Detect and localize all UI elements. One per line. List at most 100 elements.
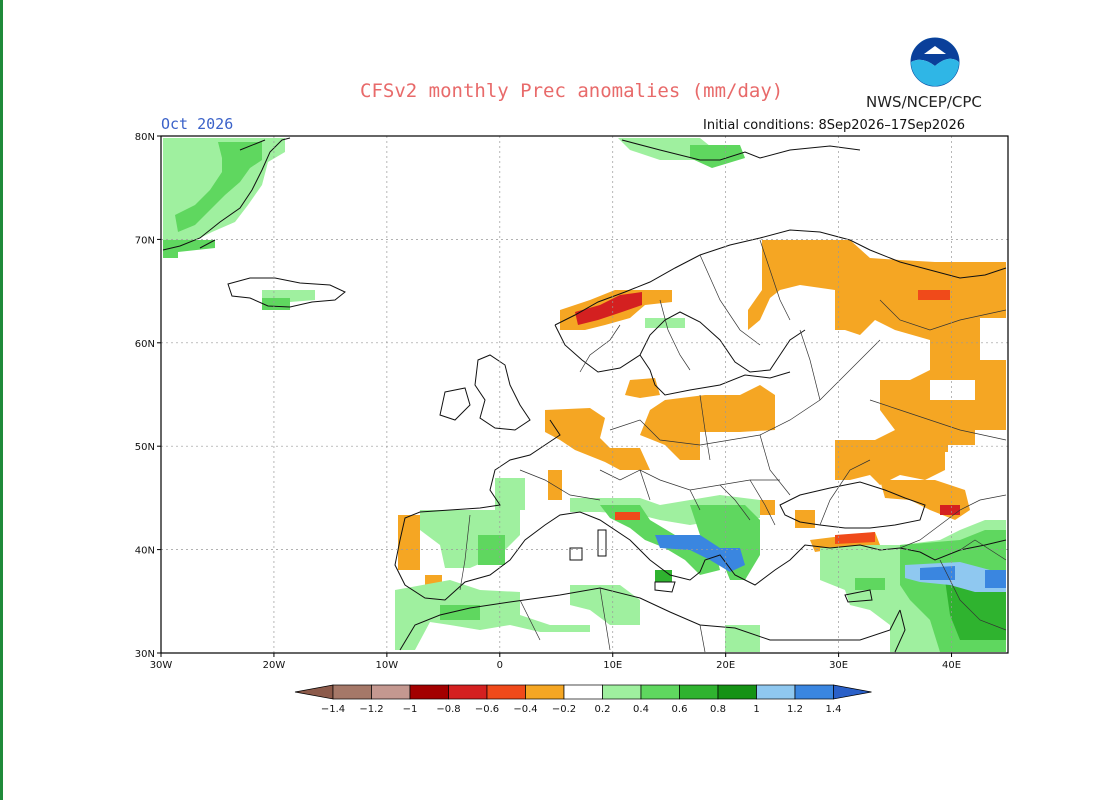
anomaly-libya-wet <box>725 625 760 652</box>
anomaly-north-sea-dry <box>545 408 650 470</box>
anomaly-cyprus-wet <box>855 578 885 590</box>
coast-british-isles <box>439 354 531 431</box>
legend-swatch <box>679 684 719 700</box>
anomaly-algeria-wet <box>570 585 640 625</box>
coast-med-islands <box>569 529 873 603</box>
coast-iceland <box>227 277 346 308</box>
anomaly-russia-white-4 <box>948 445 1006 480</box>
border-lines-1 <box>579 239 791 373</box>
anomaly-iberia-wet-strong <box>478 535 505 565</box>
anomaly-norway-strong <box>575 292 642 325</box>
left-frame-line <box>0 0 3 800</box>
anomaly-italy-dry <box>615 512 640 520</box>
legend-label: 0.8 <box>710 704 726 715</box>
legend-label: −0.4 <box>513 704 537 715</box>
chart-title: CFSv2 monthly Prec anomalies (mm/day) <box>360 80 784 102</box>
anomaly-baltic-dry <box>625 378 660 398</box>
anomaly-caucasus-strong <box>940 505 960 515</box>
legend-arrow-left <box>294 684 334 700</box>
map-grid <box>161 136 1008 653</box>
coast-scandinavia <box>554 229 1007 373</box>
lon-tick-label: 20E <box>716 660 735 671</box>
anomaly-norway-wet <box>645 318 685 328</box>
colorbar-legend: −1.4 −1.2 −1 −0.8 −0.6 −0.4 −0.2 0.2 0.4 0.6 0.8 1 1… <box>294 684 872 715</box>
map-border <box>160 135 1009 654</box>
legend-swatch <box>640 684 680 700</box>
legend-label: −0.2 <box>552 704 576 715</box>
legend-swatch <box>525 684 565 700</box>
coastlines <box>162 137 1007 653</box>
anomaly-iberia-dry-west <box>398 515 420 570</box>
lat-tick-label: 60N <box>135 339 155 350</box>
legend-swatch <box>486 684 526 700</box>
lat-tick-label: 40N <box>135 546 155 557</box>
anomaly-biscay-dry <box>548 470 562 500</box>
coast-baltic <box>639 354 791 396</box>
anomaly-maghreb-wet <box>395 580 590 650</box>
legend-swatch <box>794 684 834 700</box>
lon-tick-label: 10E <box>603 660 622 671</box>
lat-tick-label: 30N <box>135 649 155 660</box>
initial-conditions-label: Initial conditions: 8Sep2026–17Sep2026 <box>703 118 965 133</box>
lat-tick-label: 80N <box>135 132 155 143</box>
legend-label: 0.2 <box>595 704 611 715</box>
lon-tick-label: 30E <box>829 660 848 671</box>
border-lines-3 <box>519 469 780 526</box>
lat-tick-label: 70N <box>135 235 155 246</box>
legend-label: 0.4 <box>633 704 649 715</box>
border-lines-5 <box>869 299 1007 441</box>
legend-label: 0.6 <box>672 704 688 715</box>
anomaly-central-dry <box>640 385 775 460</box>
lat-tick-label: 50N <box>135 442 155 453</box>
legend-swatch <box>717 684 757 700</box>
lon-tick-label: 20W <box>263 660 286 671</box>
coast-north-africa <box>399 587 901 651</box>
border-lines-4 <box>459 459 1007 653</box>
anomaly-svalbard-wet-2 <box>690 145 745 168</box>
legend-label: 1.4 <box>826 704 842 715</box>
lon-tick-label: 40E <box>942 660 961 671</box>
legend-label: 1 <box>753 704 759 715</box>
noaa-logo-icon <box>910 37 960 87</box>
anomaly-balkan-dry-2 <box>795 510 815 528</box>
legend-arrow-right <box>833 684 872 700</box>
forecast-month-label: Oct 2026 <box>161 115 234 133</box>
legend-swatch <box>602 684 642 700</box>
borders <box>459 239 1007 653</box>
agency-label: NWS/NCEP/CPC <box>866 93 982 111</box>
legend-swatch <box>563 684 603 700</box>
anomaly-iran-blue <box>985 570 1006 588</box>
coast-greenland <box>162 137 291 251</box>
coast-west-europe <box>394 419 921 601</box>
anomaly-adriatic-blue <box>655 535 745 572</box>
legend-label: −0.8 <box>436 704 460 715</box>
anomaly-france-wet <box>495 478 525 510</box>
anomaly-russia-white-3 <box>850 345 880 370</box>
legend-swatch <box>409 684 449 700</box>
legend-label: 1.2 <box>787 704 803 715</box>
legend-swatch <box>448 684 488 700</box>
coast-black-sea <box>779 481 926 529</box>
anomaly-iraq-wet <box>945 580 1006 640</box>
anomaly-iceland-wet-strong <box>262 298 290 310</box>
legend-swatch <box>371 684 411 700</box>
legend-swatch <box>332 684 372 700</box>
lon-tick-label: 0 <box>497 660 503 671</box>
lon-tick-label: 10W <box>376 660 399 671</box>
anomaly-russia-white-2 <box>980 318 1006 360</box>
coast-svalbard <box>621 139 861 161</box>
anomaly-syria-deep-blue <box>920 566 955 580</box>
anomaly-white-sea-strong <box>918 290 950 300</box>
legend-label: −0.6 <box>475 704 499 715</box>
legend-label: −1.4 <box>321 704 345 715</box>
anomaly-sicily-wet <box>655 570 672 582</box>
anomaly-russia-white-1 <box>930 380 975 400</box>
anomaly-greenland-tip <box>163 240 215 258</box>
anomaly-balkan-dry <box>760 500 775 515</box>
legend-swatch <box>756 684 796 700</box>
anomaly-anatolia-strong <box>835 532 875 544</box>
border-lines-2 <box>609 329 881 496</box>
anomaly-maghreb-wet-2 <box>440 605 480 620</box>
